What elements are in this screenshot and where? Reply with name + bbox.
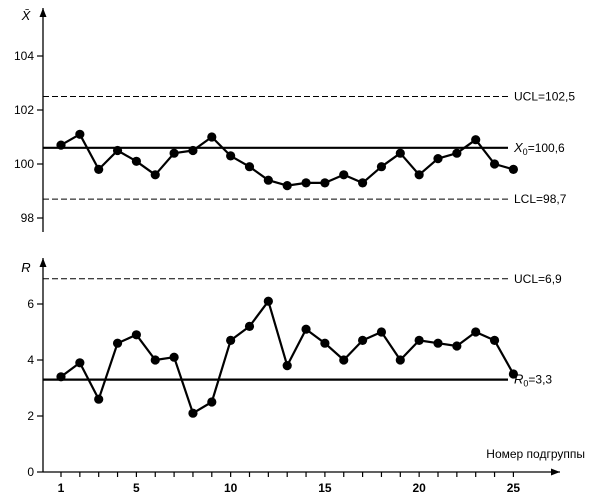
x-tick-label: 20 <box>412 481 426 495</box>
series-line <box>60 300 515 415</box>
data-point <box>471 327 481 337</box>
data-point <box>207 397 217 407</box>
data-point <box>471 135 481 145</box>
data-point <box>395 148 405 158</box>
center-label-symbol: X <box>513 140 524 155</box>
y-axis-label: X̄ <box>21 8 32 23</box>
y-tick-label: 98 <box>21 211 35 225</box>
x-tick-label: 25 <box>507 481 521 495</box>
y-tick-label: 2 <box>27 409 34 423</box>
data-point <box>508 369 518 379</box>
data-point <box>263 175 273 185</box>
data-point <box>207 132 217 142</box>
y-tick-label: 102 <box>14 103 34 117</box>
data-point <box>188 145 198 156</box>
data-point <box>244 321 255 331</box>
data-point <box>94 164 104 174</box>
data-point <box>452 148 462 158</box>
data-point <box>489 335 500 345</box>
data-point <box>395 355 405 365</box>
y-tick-label: 100 <box>14 157 34 171</box>
data-point <box>131 156 141 166</box>
data-point <box>301 178 311 188</box>
data-point <box>452 341 462 351</box>
chart-panel-xbar: X̄ 98 100 102 104 UCL=102,5 X0=100,6 LCL=98,7 <box>14 8 575 232</box>
lcl-label: LCL=98,7 <box>514 192 567 206</box>
data-point <box>320 178 330 188</box>
y-axis-label: R <box>21 260 30 275</box>
data-point <box>433 154 443 164</box>
center-label-symbol: R <box>514 372 523 387</box>
center-label-value: =100,6 <box>528 141 565 155</box>
center-label-value: =3,3 <box>528 373 552 387</box>
data-point <box>282 361 292 371</box>
y-axis-arrow <box>39 258 47 267</box>
data-point <box>112 145 123 156</box>
data-point <box>169 352 179 362</box>
data-point <box>94 394 104 404</box>
data-point <box>282 181 292 191</box>
data-point <box>301 324 311 334</box>
x-axis-label: Номер подгруппы <box>486 447 585 461</box>
data-point <box>131 330 141 340</box>
x-tick-label: 5 <box>133 481 140 495</box>
series-line <box>60 133 514 187</box>
center-label-subscript: 0 <box>523 147 528 157</box>
center-label: R0=3,3 <box>514 372 552 389</box>
ucl-label: UCL=6,9 <box>514 272 562 286</box>
data-point <box>376 162 387 172</box>
data-point <box>263 296 273 306</box>
data-point <box>358 178 368 188</box>
center-label: X0=100,6 <box>513 140 565 157</box>
y-tick-label: 104 <box>14 49 34 63</box>
y-tick-label: 4 <box>27 353 34 367</box>
center-label-subscript: 0 <box>523 379 528 389</box>
data-point <box>169 148 179 158</box>
y-axis-arrow <box>39 8 47 17</box>
data-point <box>358 335 368 345</box>
data-point <box>75 358 85 368</box>
data-point <box>489 159 500 169</box>
data-point <box>56 372 66 382</box>
data-point <box>414 335 424 345</box>
data-point <box>226 151 236 161</box>
x-tick-label: 15 <box>318 481 332 495</box>
x-tick-label: 1 <box>58 481 65 495</box>
data-point <box>226 335 236 345</box>
data-point <box>508 164 518 174</box>
y-tick-label: 0 <box>27 465 34 479</box>
data-point <box>150 355 160 365</box>
data-point <box>376 327 387 337</box>
data-point <box>339 355 349 365</box>
data-point <box>188 408 198 418</box>
y-tick-label: 6 <box>27 297 34 311</box>
data-point <box>244 162 255 172</box>
data-point <box>56 140 66 150</box>
data-point <box>150 170 160 180</box>
data-point <box>414 170 424 180</box>
data-point <box>433 338 443 348</box>
x-axis-arrow <box>551 468 560 476</box>
data-point <box>75 129 85 139</box>
data-point <box>112 338 123 348</box>
x-tick-label: 10 <box>224 481 238 495</box>
data-point <box>320 338 330 348</box>
data-point <box>339 170 349 180</box>
ucl-label: UCL=102,5 <box>514 90 575 104</box>
